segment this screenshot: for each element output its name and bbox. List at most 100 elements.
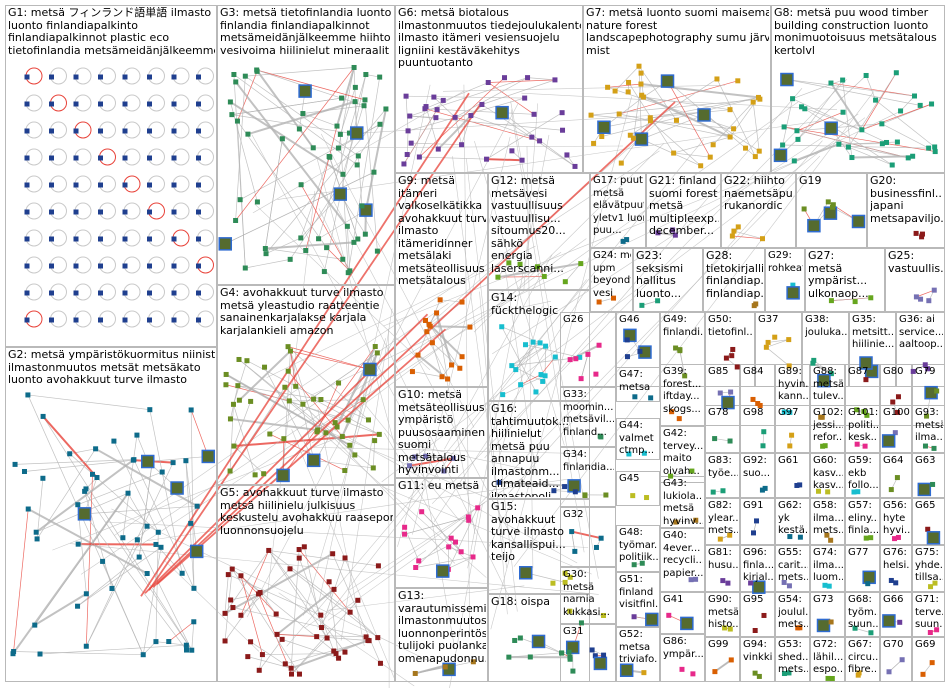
graph-node (572, 163, 578, 169)
graph-node (73, 209, 79, 215)
graph-node (147, 209, 152, 215)
graph-node (932, 580, 938, 586)
graph-node (624, 237, 630, 243)
edge (679, 349, 686, 376)
edge (113, 440, 159, 533)
edge (424, 108, 540, 142)
edge (268, 550, 328, 639)
graph-node (147, 182, 152, 188)
graph-node (188, 407, 194, 413)
graph-node (191, 619, 197, 625)
graph-node (531, 111, 537, 117)
edge (228, 574, 321, 616)
graph-node (632, 394, 638, 400)
graph-node (862, 443, 868, 449)
graph-node (339, 95, 345, 101)
graph-node (750, 530, 756, 536)
graph-node (851, 489, 857, 495)
graph-node (171, 101, 177, 107)
graph-node (647, 115, 653, 121)
edge (511, 345, 546, 366)
graph-node (655, 298, 661, 304)
graph-node (572, 489, 578, 495)
graph-node (562, 570, 568, 576)
graph-node (865, 581, 871, 587)
graph-node (542, 373, 548, 379)
group-frame-g45 (616, 471, 660, 506)
graph-node (351, 64, 357, 70)
edge (601, 97, 759, 137)
group-frame-g94 (740, 637, 775, 682)
graph-node (562, 279, 568, 285)
graph-node (868, 535, 874, 541)
graph-node (892, 430, 898, 436)
edge (714, 659, 732, 673)
graph-node (254, 67, 260, 73)
graph-node (300, 401, 306, 407)
graph-node (282, 661, 288, 667)
graph-node (807, 218, 821, 233)
graph-node (791, 158, 797, 164)
graph-node (374, 350, 380, 356)
inter-group-edge (282, 150, 660, 400)
edge (415, 556, 474, 568)
graph-node (237, 197, 243, 203)
edge (793, 143, 840, 162)
graph-node (679, 666, 685, 672)
graph-node (24, 236, 30, 242)
graph-node (141, 454, 155, 469)
edge (277, 634, 317, 637)
graph-node (795, 136, 801, 142)
graph-node (324, 635, 330, 641)
group-frame-g49 (660, 312, 705, 387)
graph-node (765, 339, 771, 345)
graph-node (693, 576, 699, 582)
graph-node (731, 228, 737, 234)
inter-group-edge (400, 442, 523, 469)
graph-node (158, 544, 164, 550)
graph-node (287, 566, 293, 572)
edge (231, 114, 350, 134)
graph-node (898, 108, 904, 114)
graph-node (439, 374, 445, 380)
graph-node (639, 560, 645, 566)
graph-node (100, 558, 106, 564)
graph-node (525, 75, 531, 81)
graph-node (603, 492, 609, 498)
graph-node (93, 446, 99, 452)
edge (318, 209, 367, 240)
group-frame-g56 (880, 498, 912, 545)
graph-node (527, 654, 533, 660)
graph-node (296, 555, 302, 561)
group-frame-g71 (912, 592, 945, 637)
graph-node (236, 397, 242, 403)
graph-node (459, 354, 465, 360)
group-frame-g48 (616, 525, 660, 572)
graph-node (578, 376, 584, 382)
graph-node (296, 126, 302, 132)
graph-node (828, 371, 834, 377)
graph-node (918, 296, 924, 302)
graph-node (593, 371, 599, 377)
graph-node (479, 101, 485, 107)
edge (35, 458, 135, 534)
graph-node (363, 634, 369, 640)
graph-node (450, 455, 456, 461)
graph-node (298, 84, 312, 98)
inter-group-edge (310, 109, 904, 396)
graph-node (351, 239, 357, 245)
graph-node (919, 231, 925, 237)
group-frame-g13 (395, 588, 488, 682)
graph-node (459, 142, 465, 148)
graph-node (196, 263, 201, 269)
edge (638, 65, 677, 121)
edge (716, 78, 756, 157)
graph-node (183, 642, 189, 648)
graph-node (781, 671, 787, 677)
edge (15, 459, 134, 465)
graph-node (171, 74, 177, 80)
graph-node (285, 368, 291, 374)
graph-node (248, 639, 254, 645)
graph-node (24, 128, 30, 134)
graph-node (840, 77, 846, 83)
